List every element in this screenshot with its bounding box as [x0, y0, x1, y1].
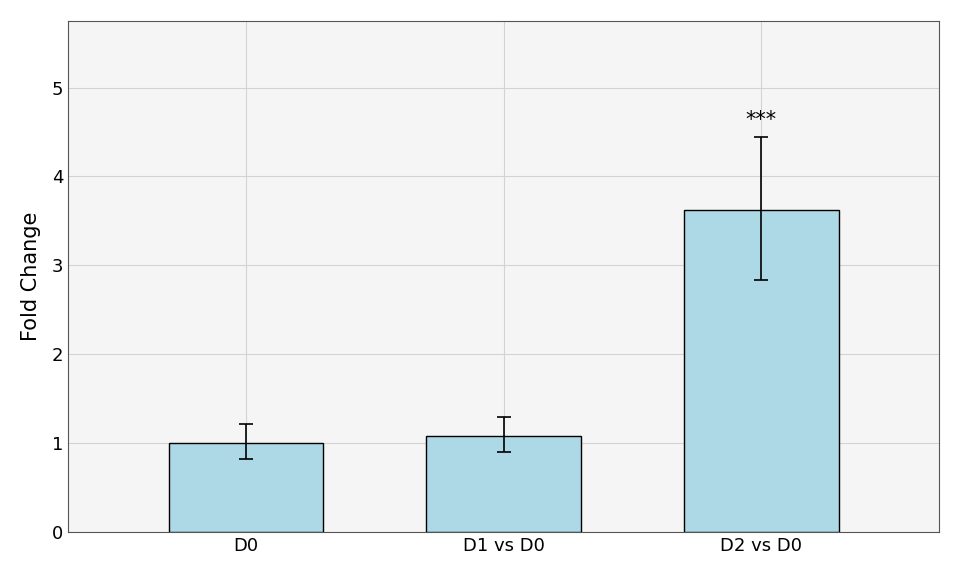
Y-axis label: Fold Change: Fold Change	[21, 212, 41, 341]
Text: ***: ***	[746, 110, 777, 130]
Bar	[684, 210, 839, 532]
Bar	[169, 444, 324, 532]
Bar	[426, 436, 581, 532]
